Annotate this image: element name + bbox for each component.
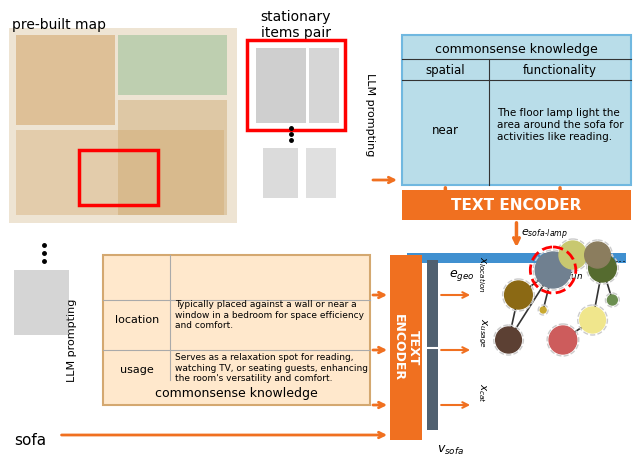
Bar [118, 100, 227, 215]
Circle shape [559, 241, 587, 269]
Text: $e_{sofa\text{-}lamp}$: $e_{sofa\text{-}lamp}$ [522, 228, 568, 242]
Bar [402, 35, 631, 185]
Text: TEXT ENCODER: TEXT ENCODER [451, 197, 582, 213]
Text: $x_{cat}$: $x_{cat}$ [476, 383, 488, 403]
Text: commonsense knowledge: commonsense knowledge [156, 386, 318, 399]
Bar [407, 253, 626, 263]
Circle shape [585, 242, 611, 268]
Text: TEXT
ENCODER: TEXT ENCODER [392, 314, 420, 381]
Bar [309, 48, 339, 123]
Circle shape [549, 326, 577, 354]
Text: commonsense knowledge: commonsense knowledge [435, 43, 598, 56]
Text: $x_{usage}$: $x_{usage}$ [476, 318, 488, 348]
Text: near: near [432, 123, 459, 136]
Text: $v_{sofa}$: $v_{sofa}$ [436, 443, 464, 457]
Text: $x_{location}$: $x_{location}$ [476, 256, 488, 293]
Circle shape [607, 295, 618, 305]
Circle shape [535, 252, 571, 288]
Bar [257, 48, 306, 123]
Text: usage: usage [120, 365, 154, 375]
Bar [10, 28, 237, 223]
Circle shape [504, 281, 532, 309]
Text: LLM prompting: LLM prompting [67, 298, 77, 382]
Bar [14, 270, 68, 335]
Bar [306, 148, 335, 198]
Text: LLM prompting: LLM prompting [365, 73, 375, 157]
Bar [426, 260, 438, 430]
Circle shape [580, 307, 605, 333]
Text: $e_{fun}$: $e_{fun}$ [560, 269, 583, 281]
Circle shape [496, 327, 522, 353]
Bar [79, 150, 157, 205]
Text: Serves as a relaxation spot for reading,
watching TV, or seating guests, enhanci: Serves as a relaxation spot for reading,… [175, 353, 369, 383]
Circle shape [589, 254, 616, 282]
Bar [246, 40, 346, 130]
Text: Typically placed against a wall or near a
window in a bedroom for space efficien: Typically placed against a wall or near … [175, 300, 364, 330]
Text: spatial: spatial [426, 63, 465, 77]
Bar [264, 148, 298, 198]
Text: stationary
items pair: stationary items pair [260, 10, 332, 40]
Circle shape [540, 307, 546, 313]
Bar [103, 255, 370, 405]
Bar [402, 190, 631, 220]
Text: The floor lamp light the
area around the sofa for
activities like reading.: The floor lamp light the area around the… [497, 108, 623, 141]
Bar [390, 255, 422, 440]
Bar [16, 130, 224, 215]
Text: sofa: sofa [14, 432, 46, 448]
Text: location: location [115, 315, 159, 325]
Bar [118, 35, 227, 95]
Text: $e_{geo}$: $e_{geo}$ [449, 268, 474, 282]
Bar [402, 35, 631, 185]
Text: ...: ... [614, 252, 627, 264]
Text: pre-built map: pre-built map [12, 18, 106, 32]
Text: functionality: functionality [523, 63, 597, 77]
Bar [103, 255, 370, 405]
Bar [16, 35, 115, 125]
